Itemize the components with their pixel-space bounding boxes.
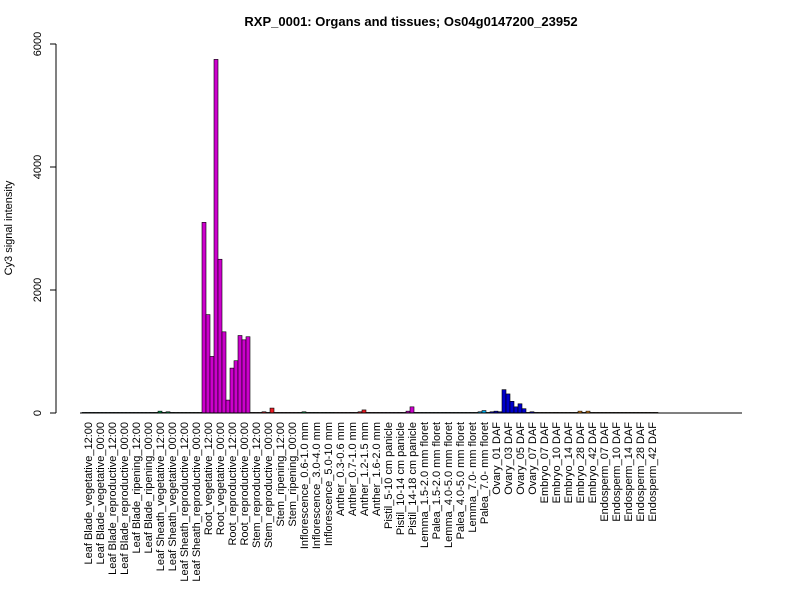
x-tick-label: Inflorescence_0.6-1.0 mm xyxy=(299,422,311,549)
bar xyxy=(509,401,515,414)
x-tick-label: Embryo_07 DAF xyxy=(539,422,551,504)
bar xyxy=(209,356,215,414)
y-axis-label: Cy3 signal intensity xyxy=(3,180,15,275)
x-tick-label: Embryo_42 DAF xyxy=(587,422,599,504)
bar xyxy=(205,314,211,414)
x-tick-label: Root_reproductive_00:00 xyxy=(239,422,251,546)
x-tick-label: Leaf Blade_ripening_12:00 xyxy=(131,422,143,554)
bar xyxy=(229,367,235,414)
x-tick-label: Embryo_10 DAF xyxy=(551,422,563,504)
x-tick-label: Root_vegetative_00:00 xyxy=(215,422,227,535)
x-tick-label: Endosperm_10 DAF xyxy=(611,422,623,522)
bar xyxy=(521,408,527,414)
x-tick-label: Lemma_7.0- mm floret xyxy=(467,422,479,533)
bar xyxy=(217,258,223,414)
x-tick-label: Pistil_5-10 cm panicle xyxy=(383,422,395,529)
x-tick-label: Endosperm_28 DAF xyxy=(635,422,647,522)
x-tick-label: Anther_1.6-2.0 mm xyxy=(371,422,383,516)
x-tick-label: Leaf Blade_ripening_00:00 xyxy=(143,422,155,554)
bar xyxy=(505,393,511,414)
x-tick-label: Pistil_14-18 cm panicle xyxy=(407,422,419,535)
bar xyxy=(225,399,231,414)
x-tick-label: Leaf Blade_reproductive_00:00 xyxy=(119,422,131,575)
x-tick-label: Root_reproductive_12:00 xyxy=(227,422,239,546)
x-tick-label: Leaf Sheath_reproductive_12:00 xyxy=(179,422,191,582)
x-tick-label: Endosperm_14 DAF xyxy=(623,422,635,522)
x-axis: Leaf Blade_vegetative_12:00 Leaf Blade_ve… xyxy=(83,422,659,582)
bar xyxy=(237,335,243,414)
x-tick-label: Ovary_07 DAF xyxy=(527,422,539,495)
x-tick-label: Anther_0.7-1.0 mm xyxy=(347,422,359,516)
y-tick-label: 4000 xyxy=(32,155,44,179)
x-tick-label: Leaf Blade_vegetative_00:00 xyxy=(95,422,107,565)
bar xyxy=(269,407,275,414)
bar xyxy=(409,406,415,414)
bar xyxy=(513,406,519,414)
y-tick-label: 0 xyxy=(32,410,44,416)
bar xyxy=(221,331,227,414)
bar xyxy=(213,59,219,414)
x-tick-label: Inflorescence_5.0-10 mm xyxy=(323,422,335,546)
x-tick-label: Inflorescence_3.0-4.0 mm xyxy=(311,422,323,549)
y-axis: 0 2000 4000 6000 xyxy=(32,32,57,416)
x-tick-label: Endosperm_07 DAF xyxy=(599,422,611,522)
bar xyxy=(241,339,247,414)
x-tick-label: Ovary_05 DAF xyxy=(515,422,527,495)
x-tick-label: Leaf Sheath_reproductive_00:00 xyxy=(191,422,203,582)
x-tick-label: Stem_reproductive_12:00 xyxy=(251,422,263,548)
x-tick-label: Palea_4.0-5.0 mm floret xyxy=(455,422,467,539)
x-tick-label: Leaf Sheath_vegetative_12:00 xyxy=(155,422,167,571)
bar xyxy=(501,389,507,414)
bar xyxy=(245,336,251,414)
x-tick-label: Leaf Blade_reproductive_12:00 xyxy=(107,422,119,575)
x-tick-label: Embryo_14 DAF xyxy=(563,422,575,504)
x-tick-label: Leaf Sheath_vegetative_00:00 xyxy=(167,422,179,571)
x-tick-label: Stem_ripening_00:00 xyxy=(287,422,299,527)
x-tick-label: Lemma_1.5-2.0 mm floret xyxy=(419,422,431,548)
x-tick-label: Lemma_4.0-5.0 mm floret xyxy=(443,422,455,548)
y-tick-label: 6000 xyxy=(32,32,44,56)
x-tick-label: Anther_0.3-0.6 mm xyxy=(335,422,347,516)
bar xyxy=(517,403,523,414)
x-tick-label: Pistil_10-14 cm panicle xyxy=(395,422,407,535)
bar xyxy=(201,222,207,414)
x-tick-label: Leaf Blade_vegetative_12:00 xyxy=(83,422,95,565)
chart-title: RXP_0001: Organs and tissues; Os04g01472… xyxy=(244,14,577,29)
x-tick-label: Ovary_03 DAF xyxy=(503,422,515,495)
x-tick-label: Palea_7.0- mm floret xyxy=(479,422,491,524)
x-tick-label: Endosperm_42 DAF xyxy=(647,422,659,522)
bars xyxy=(81,59,659,414)
x-tick-label: Stem_ripening_12:00 xyxy=(275,422,287,527)
y-tick-label: 2000 xyxy=(32,278,44,302)
x-tick-label: Stem_reproductive_00:00 xyxy=(263,422,275,548)
x-tick-label: Ovary_01 DAF xyxy=(491,422,503,495)
x-tick-label: Embryo_28 DAF xyxy=(575,422,587,504)
x-tick-label: Palea_1.5-2.0 mm floret xyxy=(431,422,443,539)
x-tick-label: Anther_1.2-1.5 mm xyxy=(359,422,371,516)
x-tick-label: Root_vegetative_12:00 xyxy=(203,422,215,535)
bar xyxy=(233,360,239,414)
